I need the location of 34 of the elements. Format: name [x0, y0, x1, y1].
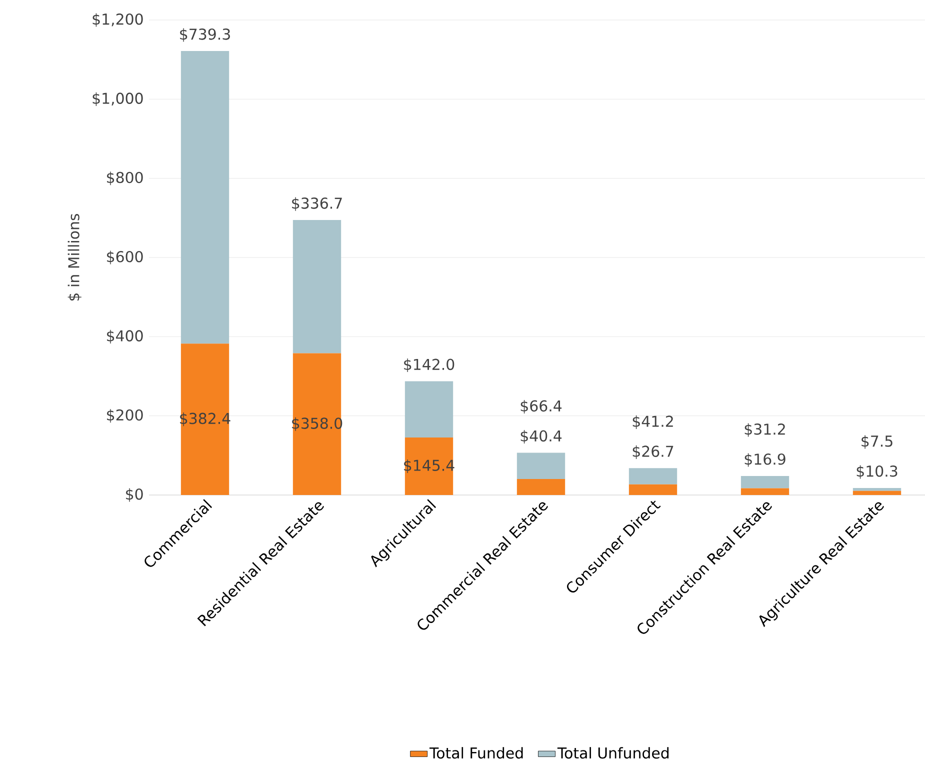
bar [852, 490, 902, 495]
data-label: $7.5 [862, 435, 892, 449]
y-tick-label: $1,000 [92, 92, 143, 106]
data-label: $10.3 [856, 465, 898, 479]
data-label: $16.9 [744, 453, 786, 467]
legend-label: Total Funded [429, 747, 523, 759]
bar [180, 344, 230, 495]
legend-label: Total Unfunded [557, 747, 669, 759]
bar [292, 353, 342, 495]
y-tick-label: $0 [126, 488, 143, 502]
y-tick-label: $600 [107, 250, 143, 264]
data-label: $26.7 [632, 445, 674, 459]
y-tick-label: $200 [107, 409, 143, 423]
data-label: $66.4 [520, 400, 562, 414]
bar [740, 488, 790, 495]
data-label: $41.2 [632, 415, 673, 429]
bar [516, 479, 566, 495]
bar [404, 381, 454, 438]
bar [180, 50, 230, 344]
bar [292, 220, 342, 354]
bar [628, 468, 678, 484]
bar [516, 452, 566, 480]
y-axis-title: $ in Millions [68, 214, 82, 301]
y-tick-label: $800 [107, 172, 143, 186]
bar [628, 484, 678, 495]
data-label: $40.4 [520, 430, 562, 444]
data-label: $142.0 [404, 358, 454, 372]
bar [852, 488, 902, 491]
y-tick-label: $1,200 [92, 13, 143, 27]
bar [740, 476, 790, 488]
data-label: $739.3 [180, 28, 230, 42]
y-tick-label: $400 [107, 330, 143, 344]
data-label: $31.2 [744, 423, 785, 437]
data-label: $336.7 [292, 197, 342, 211]
